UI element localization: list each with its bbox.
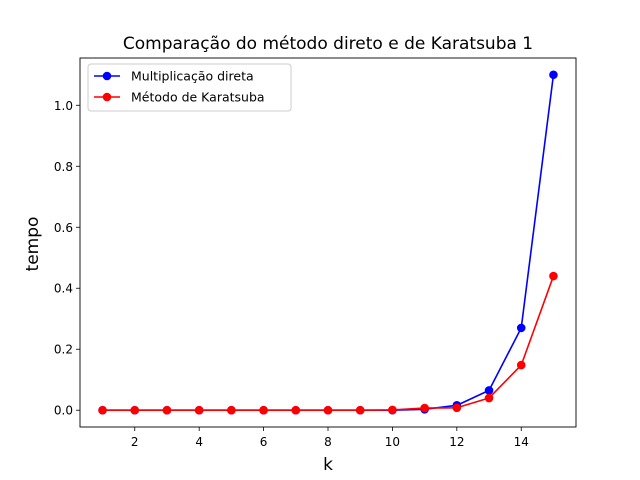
x-axis-label: k — [323, 455, 333, 475]
x-tick-label: 12 — [449, 435, 464, 449]
data-point — [130, 405, 140, 415]
data-point — [355, 405, 365, 415]
y-tick-label: 0.6 — [54, 221, 73, 235]
y-axis-label: tempo — [23, 217, 43, 272]
x-tick-label: 6 — [260, 435, 268, 449]
data-point — [516, 323, 526, 333]
data-point — [323, 405, 333, 415]
data-point — [227, 405, 236, 415]
data-point — [162, 405, 172, 415]
data-point — [549, 271, 558, 281]
legend-marker-1 — [102, 92, 112, 102]
data-point — [420, 403, 429, 413]
chart-title: Comparação do método direto e de Karatsu… — [123, 34, 533, 54]
y-tick-label: 1.0 — [54, 99, 73, 113]
y-tick-label: 0.8 — [54, 160, 73, 174]
legend-label-0: Multiplicação direta — [131, 69, 254, 84]
legend: Multiplicação direta Método de Karatsuba — [87, 63, 292, 112]
data-point — [549, 70, 558, 80]
legend-box — [87, 63, 292, 112]
legend-marker-0 — [102, 71, 112, 81]
x-tick-label: 8 — [324, 435, 332, 449]
x-tick-label: 2 — [131, 435, 139, 449]
data-point — [259, 405, 268, 415]
y-tick-label: 0.2 — [54, 343, 73, 357]
data-point — [452, 403, 462, 413]
data-point — [484, 393, 494, 403]
y-tick-label: 0.4 — [54, 282, 73, 296]
data-point — [291, 405, 301, 415]
y-tick-label: 0.0 — [54, 404, 73, 418]
data-point — [194, 405, 204, 415]
data-point — [388, 405, 397, 415]
x-tick-label: 10 — [385, 435, 400, 449]
x-tick-label: 4 — [195, 435, 203, 449]
data-point — [98, 405, 107, 415]
legend-label-1: Método de Karatsuba — [131, 90, 265, 105]
plot-area — [98, 70, 558, 415]
data-point — [516, 360, 526, 370]
data-point — [484, 386, 494, 395]
axes: 2 4 6 8 10 12 14 0.0 0.2 0.4 0.6 0.8 1.0 — [54, 57, 577, 449]
x-tick-label: 14 — [514, 435, 529, 449]
